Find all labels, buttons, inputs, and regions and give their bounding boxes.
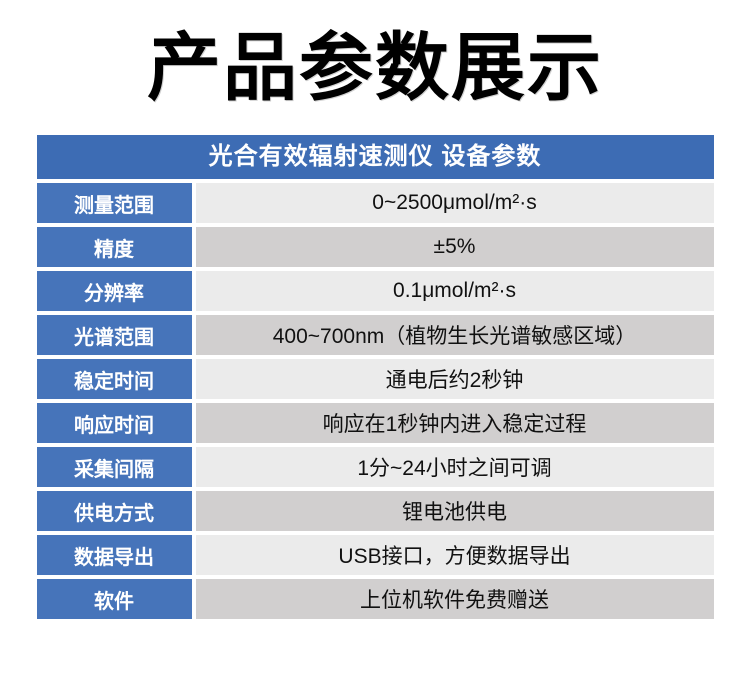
row-label: 数据导出: [36, 535, 192, 575]
row-label: 响应时间: [36, 403, 192, 443]
row-value: 0~2500μmol/m²·s: [195, 183, 714, 223]
row-label: 采集间隔: [36, 447, 192, 487]
table-row: 分辨率 0.1μmol/m²·s: [36, 271, 714, 311]
row-value: 通电后约2秒钟: [195, 359, 714, 399]
table-row: 数据导出 USB接口，方便数据导出: [36, 535, 714, 575]
row-label: 光谱范围: [36, 315, 192, 355]
row-label: 稳定时间: [36, 359, 192, 399]
row-value: 1分~24小时之间可调: [195, 447, 714, 487]
row-value: 上位机软件免费赠送: [195, 579, 714, 619]
table-row: 光谱范围 400~700nm（植物生长光谱敏感区域）: [36, 315, 714, 355]
row-value: 响应在1秒钟内进入稳定过程: [195, 403, 714, 443]
table-row: 精度 ±5%: [36, 227, 714, 267]
table-row: 稳定时间 通电后约2秒钟: [36, 359, 714, 399]
row-label: 供电方式: [36, 491, 192, 531]
table-row: 软件 上位机软件免费赠送: [36, 579, 714, 619]
row-label: 测量范围: [36, 183, 192, 223]
spec-table: 光合有效辐射速测仪 设备参数 测量范围 0~2500μmol/m²·s 精度 ±5% 分…: [36, 135, 714, 619]
row-value: 锂电池供电: [195, 491, 714, 531]
row-label: 分辨率: [36, 271, 192, 311]
table-row: 测量范围 0~2500μmol/m²·s: [36, 183, 714, 223]
page-title: 产品参数展示: [147, 26, 603, 109]
row-value: ±5%: [195, 227, 714, 267]
row-label: 软件: [36, 579, 192, 619]
row-value: 0.1μmol/m²·s: [195, 271, 714, 311]
table-row: 供电方式 锂电池供电: [36, 491, 714, 531]
table-header: 光合有效辐射速测仪 设备参数: [36, 135, 714, 179]
table-body: 测量范围 0~2500μmol/m²·s 精度 ±5% 分辨率 0.1μmol/m²·s 光…: [36, 183, 714, 619]
row-value: 400~700nm（植物生长光谱敏感区域）: [195, 315, 714, 355]
row-value: USB接口，方便数据导出: [195, 535, 714, 575]
row-label: 精度: [36, 227, 192, 267]
table-row: 采集间隔 1分~24小时之间可调: [36, 447, 714, 487]
table-row: 响应时间 响应在1秒钟内进入稳定过程: [36, 403, 714, 443]
